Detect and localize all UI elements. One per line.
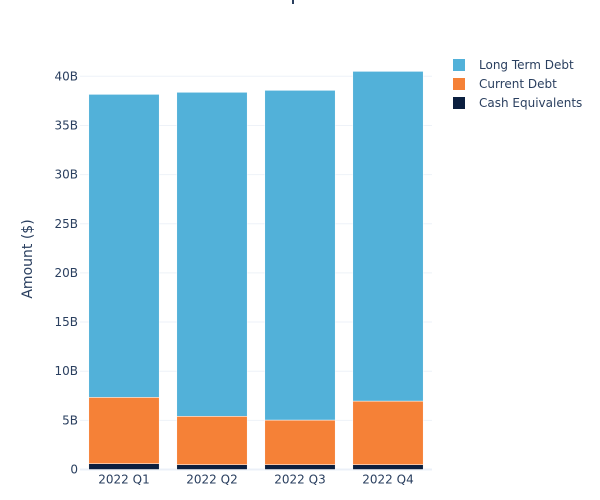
- y-tick-label: 10B: [54, 364, 78, 378]
- bar-long-term-debt: [352, 71, 424, 402]
- y-tick-label: 0: [70, 463, 78, 477]
- bar-current-debt: [264, 419, 336, 465]
- bar-cash-equivalents: [88, 463, 160, 470]
- legend-item[interactable]: Current Debt: [453, 77, 557, 91]
- bar-cash-equivalents: [352, 464, 424, 470]
- bars: [88, 71, 424, 470]
- bar-cash-equivalents: [176, 464, 248, 470]
- y-tick-label: 25B: [54, 217, 78, 231]
- bar-long-term-debt: [176, 92, 248, 417]
- legend-item[interactable]: Cash Equivalents: [453, 96, 582, 110]
- bar-current-debt: [176, 416, 248, 465]
- y-tick-label: 40B: [54, 69, 78, 83]
- y-tick-label: 20B: [54, 266, 78, 280]
- legend: Long Term Debt Current Debt Cash Equivalen…: [453, 58, 582, 110]
- x-tick-label: 2022 Q1: [98, 473, 149, 487]
- y-axis-ticks: 0 5B 10B 15B 20B 25B 30B 35B 40B: [54, 69, 78, 476]
- legend-label: Cash Equivalents: [479, 96, 582, 110]
- legend-item[interactable]: Long Term Debt: [453, 58, 574, 72]
- bar-long-term-debt: [264, 90, 336, 421]
- y-tick-label: 35B: [54, 118, 78, 132]
- legend-swatch: [453, 97, 465, 109]
- clipped-title-fragment: [292, 0, 294, 4]
- legend-swatch: [453, 59, 465, 71]
- legend-label: Current Debt: [479, 77, 557, 91]
- x-tick-label: 2022 Q2: [186, 473, 237, 487]
- y-tick-label: 5B: [62, 413, 78, 427]
- legend-label: Long Term Debt: [479, 58, 574, 72]
- y-axis-title: Amount ($): [20, 219, 36, 298]
- bar-current-debt: [88, 397, 160, 464]
- bar-current-debt: [352, 400, 424, 465]
- x-axis-ticks: 2022 Q1 2022 Q2 2022 Q3 2022 Q4: [98, 473, 413, 487]
- x-tick-label: 2022 Q4: [362, 473, 413, 487]
- bar-long-term-debt: [88, 94, 160, 398]
- x-tick-label: 2022 Q3: [274, 473, 325, 487]
- bar-cash-equivalents: [264, 464, 336, 470]
- legend-swatch: [453, 78, 465, 90]
- y-tick-label: 30B: [54, 168, 78, 182]
- y-tick-label: 15B: [54, 315, 78, 329]
